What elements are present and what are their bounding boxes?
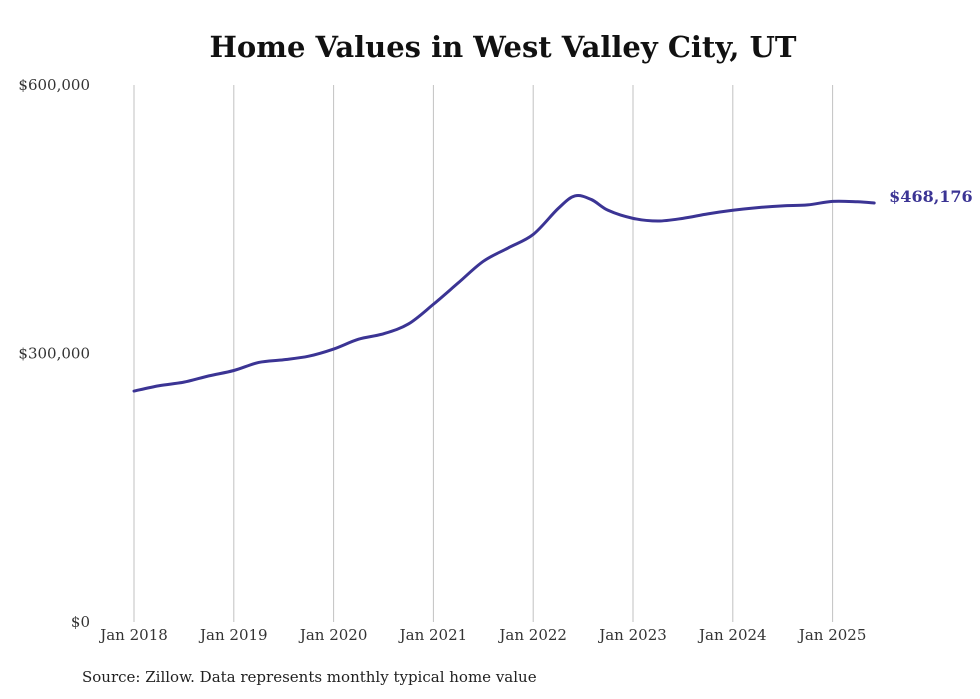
source-note: Source: Zillow. Data represents monthly …: [82, 668, 537, 686]
x-tick-label: Jan 2020: [298, 626, 368, 644]
y-tick-label: $600,000: [18, 76, 90, 94]
x-tick-label: Jan 2025: [797, 626, 867, 644]
grid-lines: [133, 85, 834, 622]
chart-title: Home Values in West Valley City, UT: [209, 30, 797, 64]
y-tick-label: $300,000: [18, 345, 90, 363]
end-value-label: $468,176: [889, 187, 973, 206]
x-tick-label: Jan 2022: [497, 626, 567, 644]
series-layer: $468,176: [132, 187, 973, 393]
x-tick-label: Jan 2018: [98, 626, 168, 644]
x-tick-label: Jan 2024: [697, 626, 767, 644]
home-value-series-line: [132, 194, 876, 393]
x-tick-label: Jan 2021: [398, 626, 468, 644]
y-tick-label: $0: [71, 613, 90, 631]
x-tick-label: Jan 2023: [597, 626, 667, 644]
x-tick-label: Jan 2019: [198, 626, 268, 644]
x-axis: Jan 2018 Jan 2019 Jan 2020 Jan 2021 Jan 2022…: [98, 626, 866, 644]
y-axis: $0 $300,000 $600,000: [18, 76, 90, 631]
